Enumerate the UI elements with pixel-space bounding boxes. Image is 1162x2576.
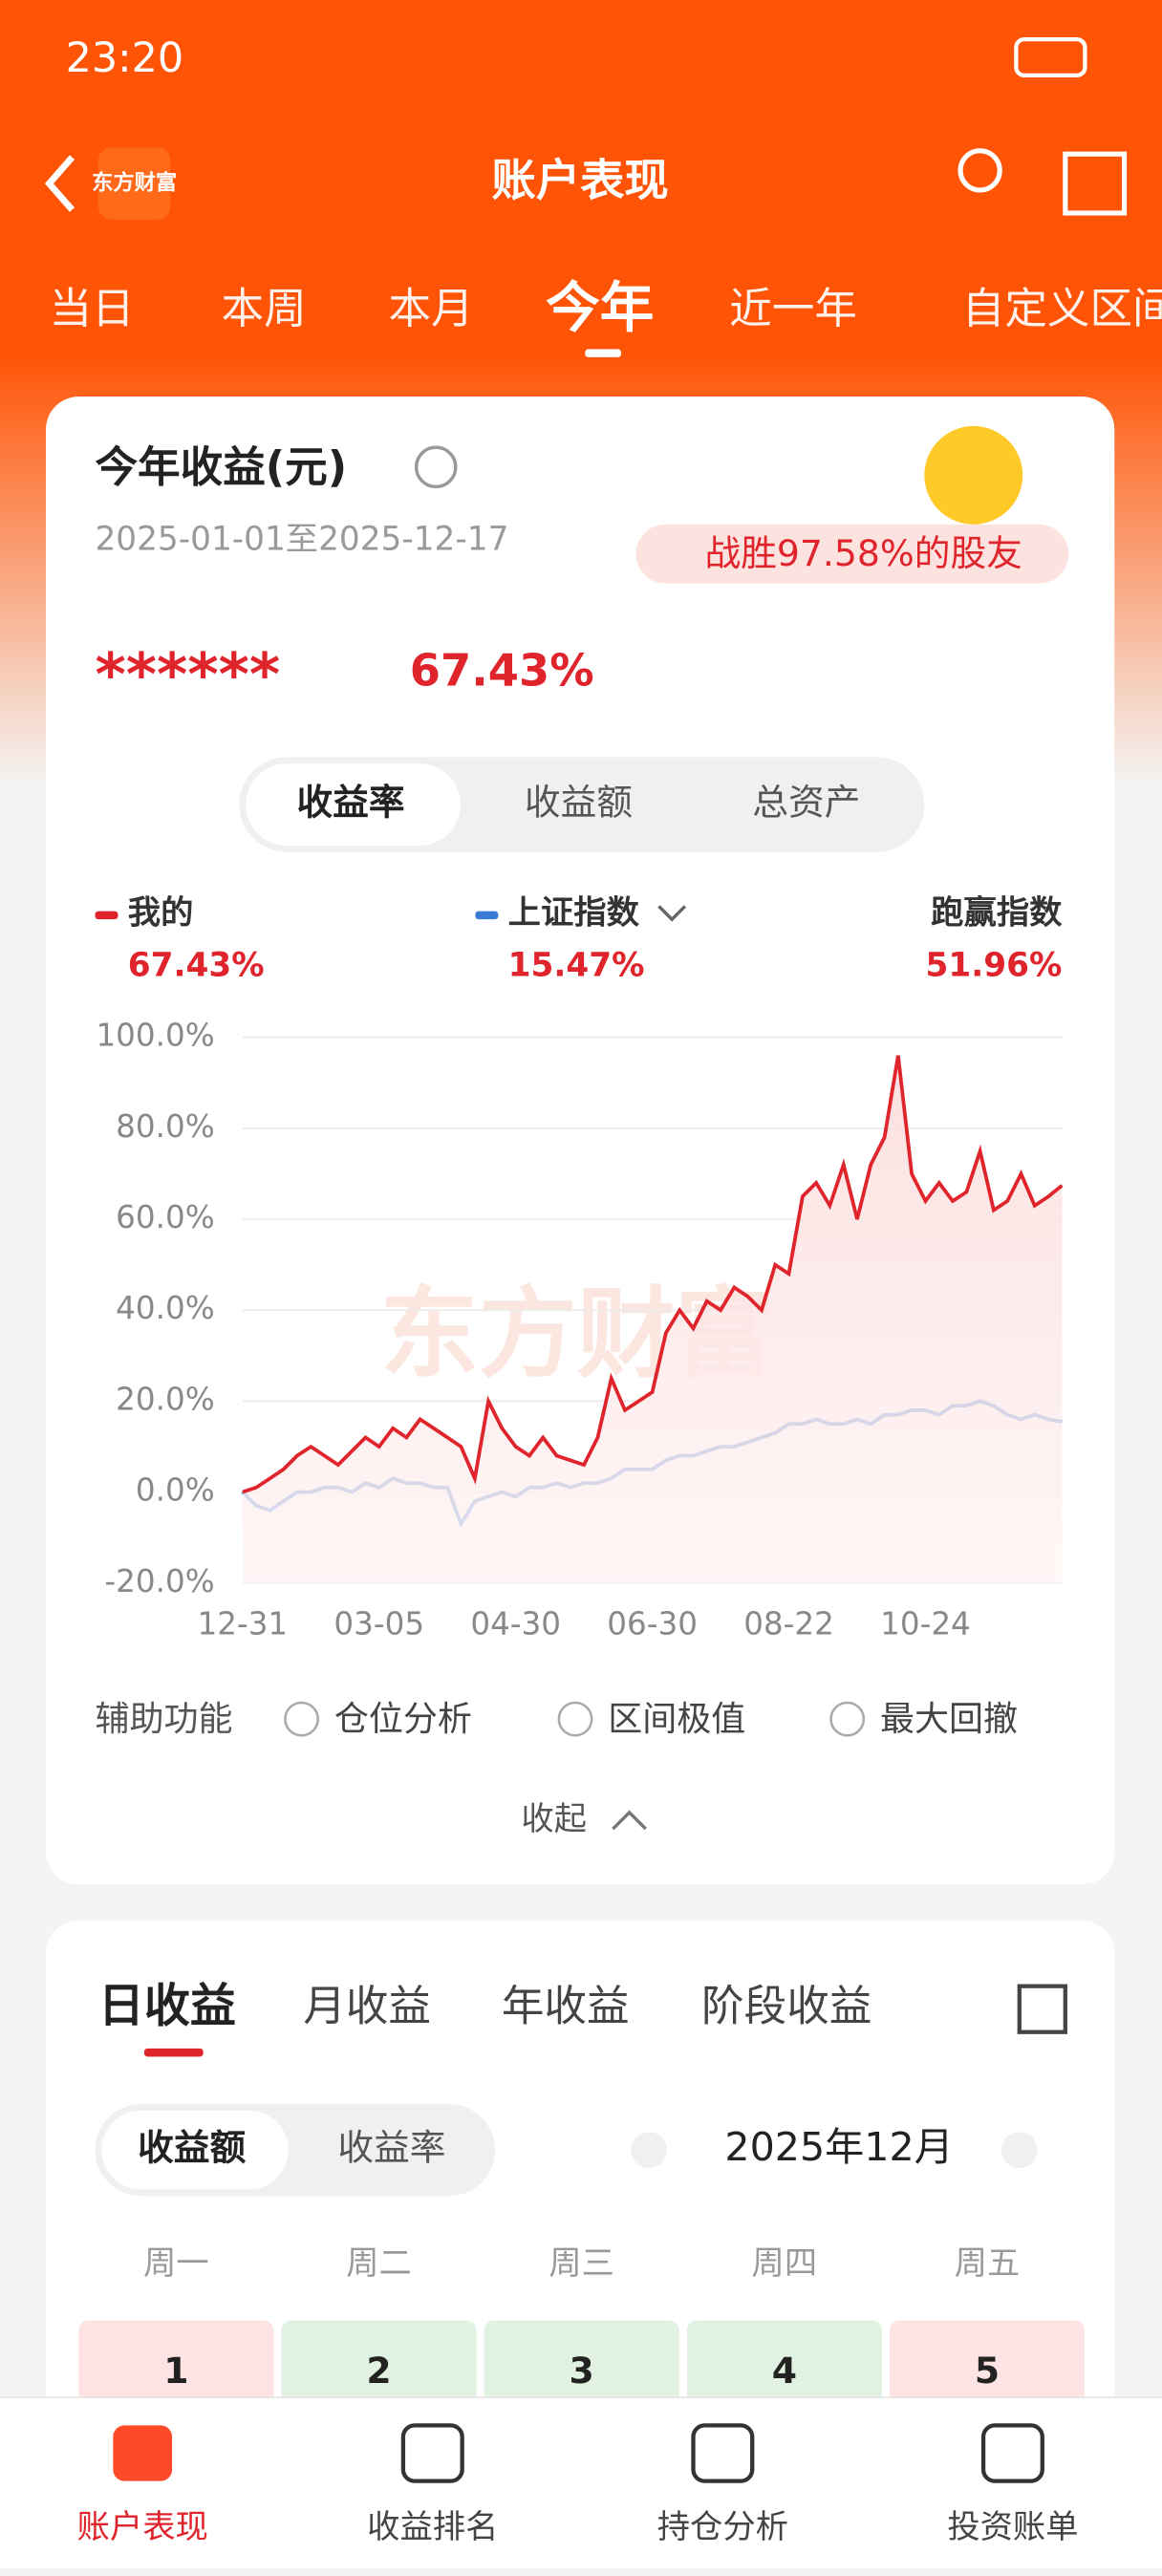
period-tab[interactable]: 本月 — [388, 284, 473, 333]
radio[interactable] — [829, 1701, 866, 1737]
day-cell[interactable] — [686, 2320, 882, 2419]
income-tab[interactable]: 阶段收益 — [701, 1982, 872, 2031]
radio[interactable] — [557, 1701, 593, 1737]
nav-icon[interactable] — [400, 2423, 464, 2483]
logo — [97, 147, 171, 220]
income-tab[interactable]: 月收益 — [303, 1982, 431, 2031]
day-cell[interactable] — [78, 2320, 274, 2419]
day-number: 1 — [163, 2350, 188, 2392]
legend-name: 上证指数 — [508, 894, 640, 933]
period-tab[interactable]: 今年 — [546, 276, 654, 339]
date-range: 2025-01-01至2025-12-17 — [95, 520, 508, 558]
series-line — [242, 1055, 1064, 1494]
prev-month[interactable] — [631, 2132, 668, 2169]
collapse-icon[interactable] — [612, 1810, 647, 1831]
rate: 67.43% — [410, 644, 594, 696]
metric-tab[interactable]: 收益额 — [525, 782, 633, 824]
info-icon[interactable] — [414, 445, 458, 489]
y-tick-label: 100.0% — [96, 1018, 214, 1054]
period-tab[interactable]: 自定义区间 — [962, 284, 1162, 333]
day-number: 2 — [366, 2350, 391, 2392]
amount-hidden: ****** — [95, 640, 280, 709]
income-toggle-selected — [101, 2111, 289, 2190]
period-tab[interactable]: 本周 — [222, 284, 307, 333]
user-icon[interactable] — [958, 148, 1002, 193]
nav-icon[interactable] — [980, 2423, 1044, 2483]
tools-label: 辅助功能 — [95, 1700, 232, 1739]
badge — [635, 524, 1069, 584]
tool-option[interactable]: 区间极值 — [608, 1700, 745, 1739]
summary-title: 今年收益(元) — [95, 442, 347, 492]
x-tick-label: 08-22 — [743, 1605, 834, 1642]
metric-tab[interactable]: 收益率 — [296, 782, 404, 824]
page-title: 账户表现 — [492, 155, 669, 206]
badge-text: 战胜97.58%的股友 — [704, 532, 1022, 574]
day-number: 3 — [570, 2350, 594, 2392]
legend-value: 15.47% — [508, 946, 645, 984]
y-tick-label: 40.0% — [116, 1290, 214, 1326]
day-number: 4 — [772, 2350, 797, 2392]
tool-option[interactable]: 仓位分析 — [334, 1700, 472, 1739]
income-tab[interactable]: 年收益 — [502, 1982, 630, 2031]
y-tick-label: 80.0% — [116, 1108, 214, 1145]
metric-selected — [246, 763, 461, 846]
logo-text: 东方财富 — [92, 170, 177, 196]
collapse[interactable]: 收起 — [521, 1800, 587, 1838]
weekday: 周三 — [549, 2244, 614, 2283]
x-tick-label: 12-31 — [197, 1605, 288, 1642]
nav-label[interactable]: 收益排名 — [367, 2508, 498, 2546]
export-icon[interactable] — [1017, 1984, 1067, 2034]
period-tab[interactable]: 当日 — [49, 284, 134, 333]
legend-name: 跑赢指数 — [931, 894, 1063, 933]
y-tick-label: -20.0% — [104, 1563, 214, 1599]
income-tab[interactable]: 日收益 — [98, 1980, 236, 2033]
bottom-nav — [0, 2397, 1162, 2570]
weekday: 周二 — [346, 2244, 412, 2283]
day-cell[interactable] — [889, 2320, 1086, 2419]
nav-label[interactable]: 持仓分析 — [657, 2508, 788, 2546]
period-tab[interactable]: 近一年 — [729, 284, 857, 333]
dropdown-icon[interactable] — [657, 905, 687, 922]
nav-label[interactable]: 账户表现 — [77, 2508, 208, 2546]
weekday: 周五 — [955, 2244, 1021, 2283]
status-time: 23:20 — [66, 34, 184, 82]
legend-value: 67.43% — [128, 946, 265, 984]
weekday: 周一 — [143, 2244, 209, 2283]
y-tick-label: 20.0% — [116, 1381, 214, 1417]
legend-swatch — [475, 911, 499, 920]
day-number: 5 — [975, 2350, 1000, 2392]
y-tick-label: 60.0% — [116, 1199, 214, 1235]
x-tick-label: 04-30 — [470, 1605, 561, 1642]
x-tick-label: 03-05 — [334, 1605, 424, 1642]
nav-icon[interactable] — [113, 2425, 173, 2481]
legend-swatch — [95, 911, 118, 920]
day-cell[interactable] — [281, 2320, 477, 2419]
tool-option[interactable]: 最大回撤 — [880, 1700, 1018, 1739]
weekday: 周四 — [752, 2244, 818, 2283]
month[interactable]: 2025年12月 — [724, 2124, 953, 2170]
legend-value: 51.96% — [926, 946, 1063, 984]
toggle-option[interactable]: 收益额 — [138, 2127, 246, 2169]
legend-name: 我的 — [128, 894, 194, 933]
income-indicator — [143, 2048, 204, 2057]
y-tick-label: 0.0% — [136, 1472, 215, 1509]
back-button[interactable] — [44, 155, 75, 212]
day-cell[interactable] — [484, 2320, 679, 2419]
nav-label[interactable]: 投资账单 — [947, 2508, 1078, 2546]
next-month[interactable] — [1001, 2132, 1038, 2169]
battery — [1014, 37, 1087, 78]
metric-tab[interactable]: 总资产 — [752, 782, 860, 824]
nav-icon[interactable] — [691, 2423, 755, 2483]
radio[interactable] — [284, 1701, 320, 1737]
emoji — [924, 425, 1023, 525]
tab-indicator — [585, 349, 622, 357]
x-tick-label: 10-24 — [880, 1605, 971, 1642]
toggle-option[interactable]: 收益率 — [337, 2127, 445, 2169]
x-tick-label: 06-30 — [607, 1605, 698, 1642]
area-fill — [242, 1055, 1063, 1583]
share-icon[interactable] — [1063, 151, 1128, 216]
